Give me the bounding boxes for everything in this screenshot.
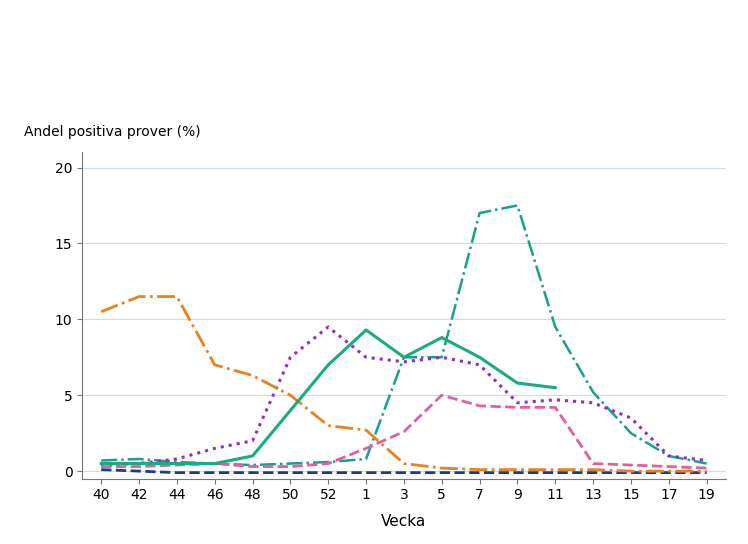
Legend: 2018-2019, 2019-2020, 2020-2021, 2021-2022, 2022-2023, 2023-2024: 2018-2019, 2019-2020, 2020-2021, 2021-20… bbox=[251, 0, 557, 5]
X-axis label: Vecka: Vecka bbox=[381, 514, 426, 529]
Text: Andel positiva prover (%): Andel positiva prover (%) bbox=[25, 125, 201, 139]
